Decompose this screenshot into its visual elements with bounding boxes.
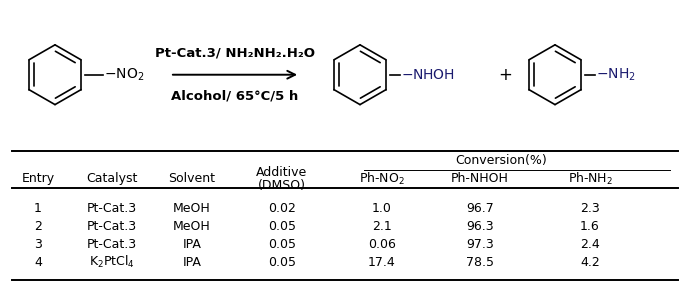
Text: 0.05: 0.05 (268, 220, 296, 233)
Text: 78.5: 78.5 (466, 256, 494, 269)
Text: $\mathregular{-NHOH}$: $\mathregular{-NHOH}$ (401, 68, 455, 82)
Text: 3: 3 (34, 238, 42, 251)
Text: 1.6: 1.6 (580, 220, 600, 233)
Text: K$_2$PtCl$_4$: K$_2$PtCl$_4$ (89, 254, 135, 270)
Text: 96.7: 96.7 (466, 202, 494, 215)
Text: 2.1: 2.1 (372, 220, 392, 233)
Text: 1.0: 1.0 (372, 202, 392, 215)
Text: (DMSO): (DMSO) (258, 179, 306, 192)
Text: $\mathregular{-NH_2}$: $\mathregular{-NH_2}$ (596, 67, 635, 83)
Text: IPA: IPA (183, 256, 201, 269)
Text: Pt-Cat.3/ NH₂NH₂.H₂O: Pt-Cat.3/ NH₂NH₂.H₂O (155, 47, 315, 60)
Text: 0.06: 0.06 (368, 238, 396, 251)
Text: 4.2: 4.2 (580, 256, 600, 269)
Text: $\mathregular{-NO_2}$: $\mathregular{-NO_2}$ (104, 67, 144, 83)
Text: 0.05: 0.05 (268, 238, 296, 251)
Text: Catalyst: Catalyst (86, 172, 138, 185)
Text: MeOH: MeOH (173, 202, 211, 215)
Text: Pt-Cat.3: Pt-Cat.3 (87, 202, 137, 215)
Text: +: + (498, 66, 512, 84)
Text: 96.3: 96.3 (466, 220, 494, 233)
Text: 2: 2 (34, 220, 42, 233)
Text: Ph-NO$_2$: Ph-NO$_2$ (359, 171, 405, 187)
Text: Ph-NH$_2$: Ph-NH$_2$ (567, 171, 613, 187)
Text: Solvent: Solvent (168, 172, 215, 185)
Text: 2.3: 2.3 (580, 202, 600, 215)
Text: 0.05: 0.05 (268, 256, 296, 269)
Text: MeOH: MeOH (173, 220, 211, 233)
Text: Entry: Entry (21, 172, 55, 185)
Text: Ph-NHOH: Ph-NHOH (451, 172, 509, 185)
Text: Pt-Cat.3: Pt-Cat.3 (87, 220, 137, 233)
Text: 2.4: 2.4 (580, 238, 600, 251)
Text: 97.3: 97.3 (466, 238, 494, 251)
Text: 1: 1 (34, 202, 42, 215)
Text: Pt-Cat.3: Pt-Cat.3 (87, 238, 137, 251)
Text: Additive: Additive (257, 166, 308, 179)
Text: Conversion(%): Conversion(%) (455, 154, 547, 167)
Text: 0.02: 0.02 (268, 202, 296, 215)
Text: IPA: IPA (183, 238, 201, 251)
Text: 4: 4 (34, 256, 42, 269)
Text: Alcohol/ 65°C/5 h: Alcohol/ 65°C/5 h (171, 90, 299, 103)
Text: 17.4: 17.4 (368, 256, 396, 269)
